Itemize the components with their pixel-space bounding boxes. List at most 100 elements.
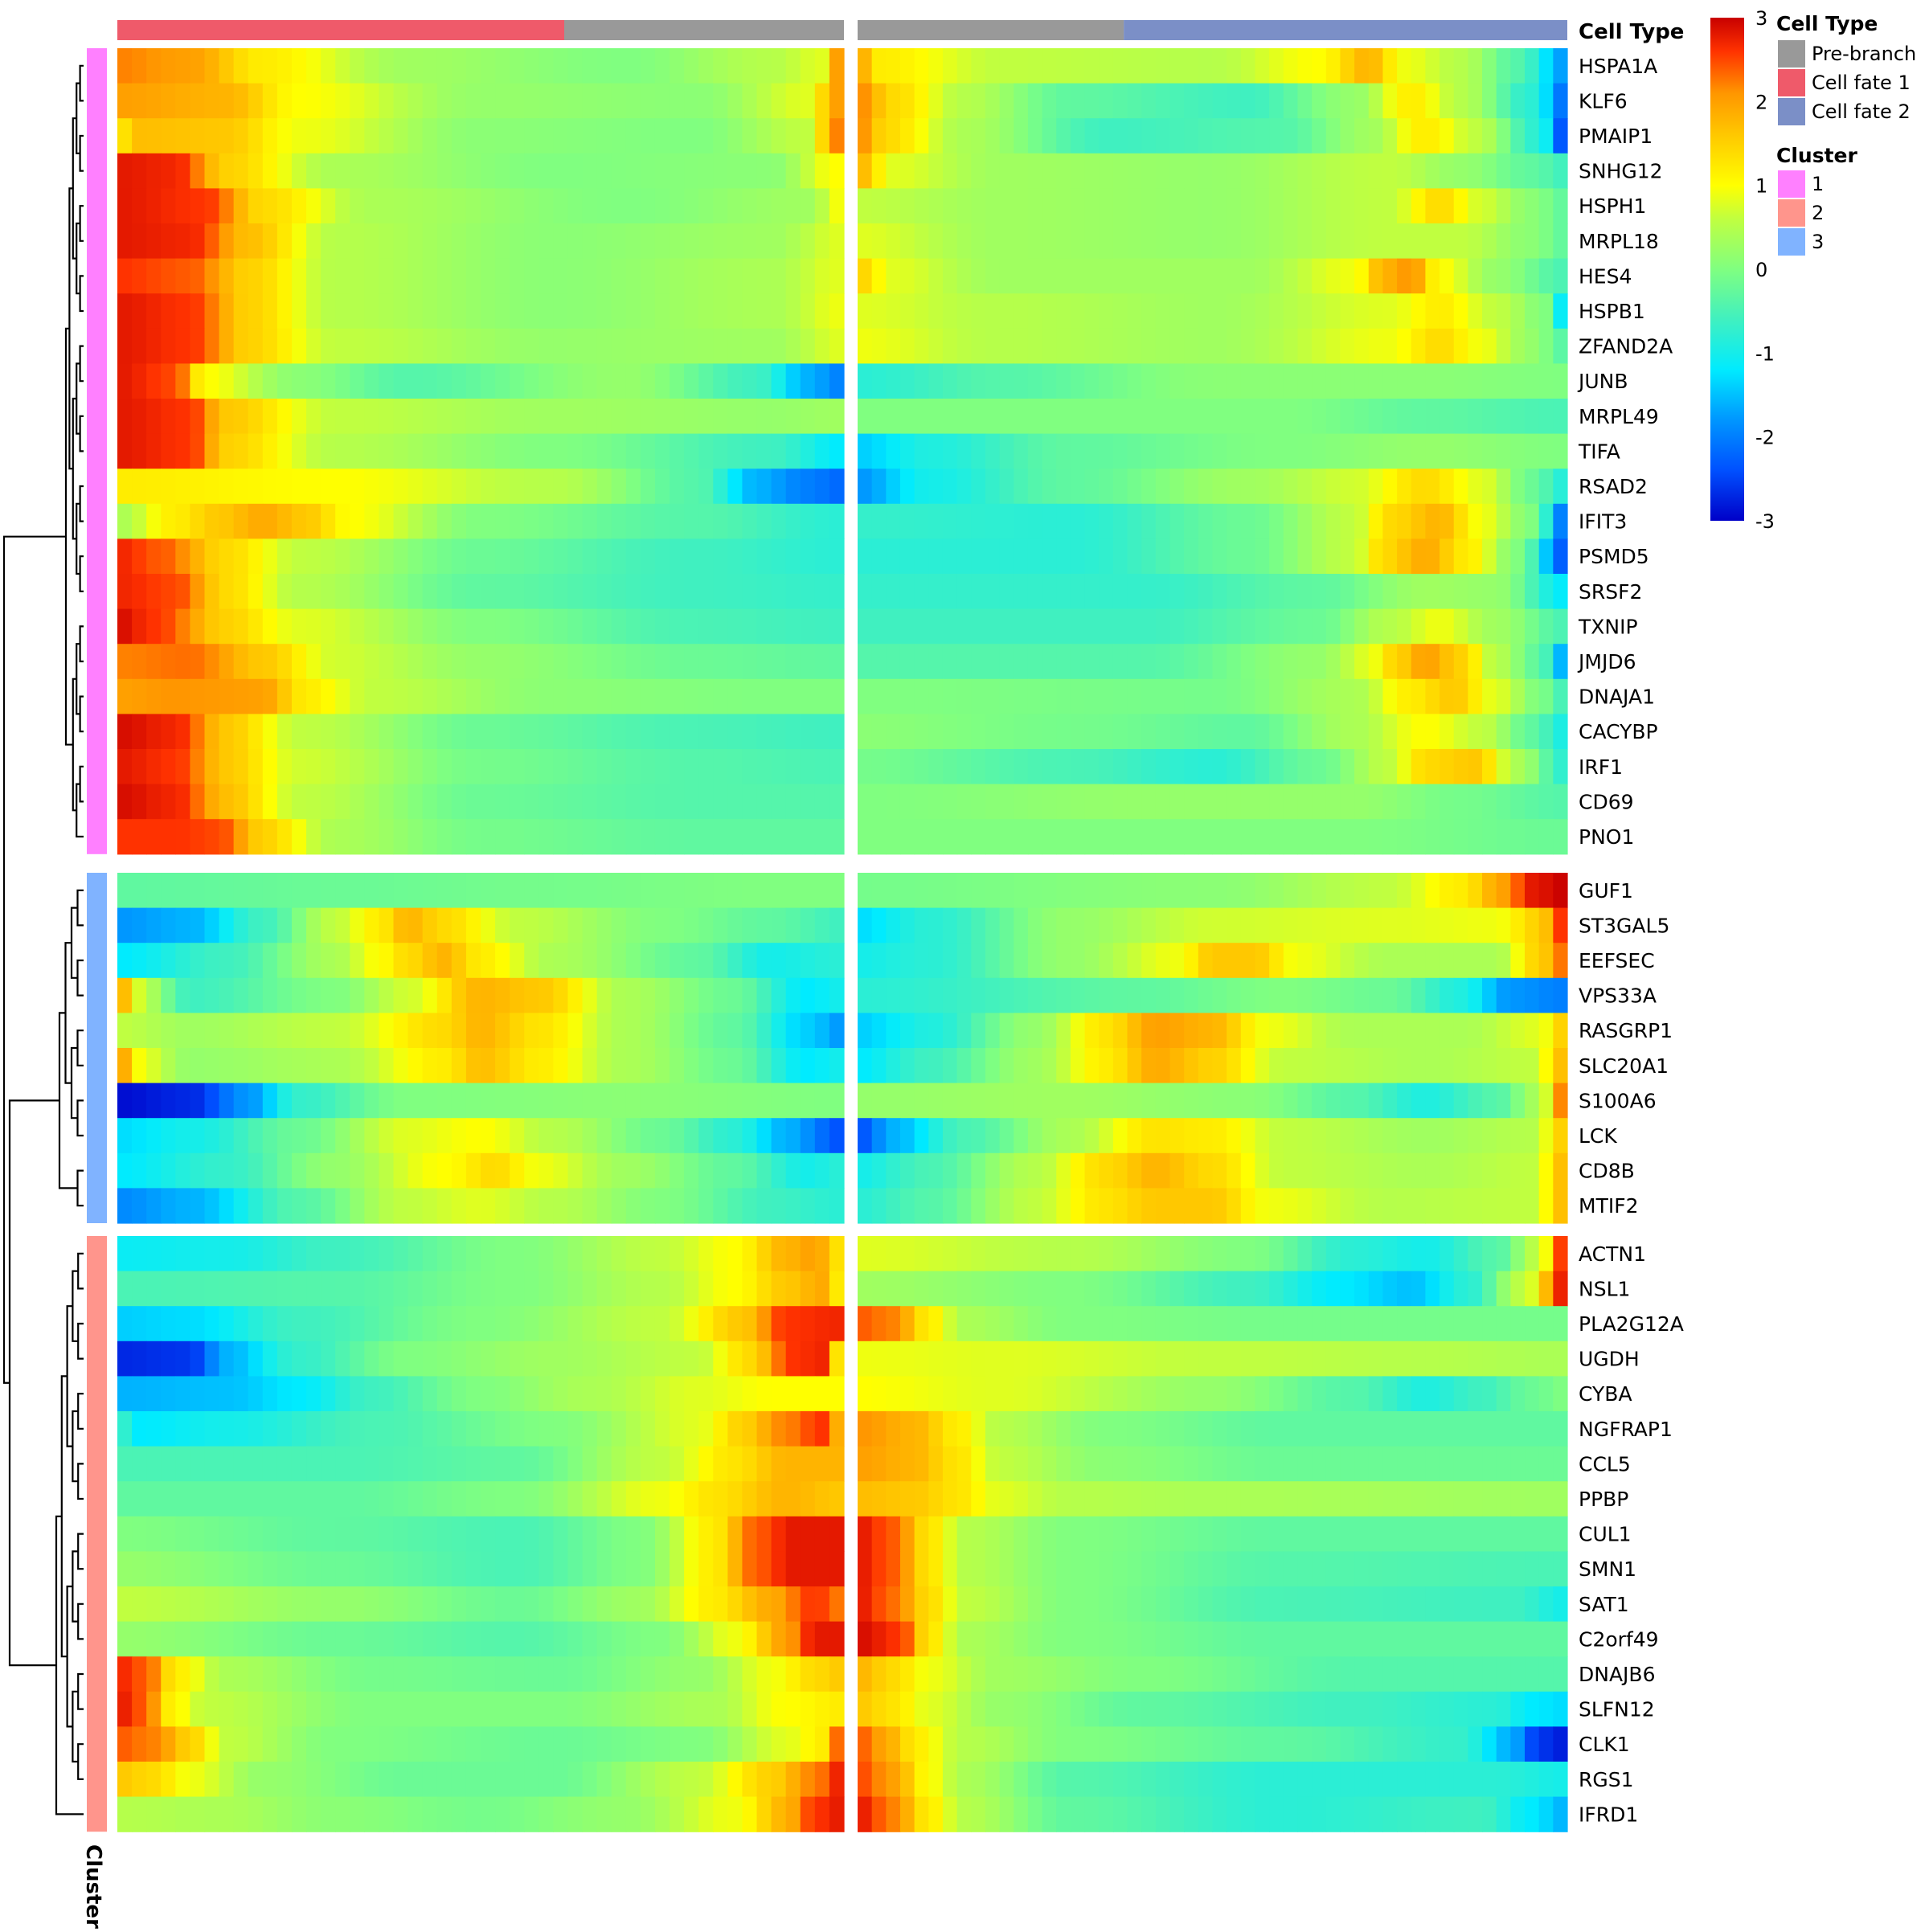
- heatmap-cell: [1027, 118, 1043, 154]
- heatmap-cell: [1227, 1118, 1242, 1154]
- heatmap-cell: [276, 223, 293, 260]
- heatmap-cell: [539, 749, 554, 785]
- heatmap-cell: [408, 1411, 424, 1447]
- heatmap-cell: [291, 258, 307, 294]
- heatmap-cell: [654, 873, 670, 909]
- heatmap-cell: [553, 1013, 569, 1049]
- heatmap-cell: [524, 1236, 539, 1272]
- heatmap-cell: [1538, 1271, 1554, 1307]
- heatmap-cell: [1312, 1656, 1327, 1693]
- heatmap-cell: [727, 1621, 743, 1657]
- heatmap-cell: [1510, 943, 1526, 979]
- heatmap-cell: [408, 1306, 424, 1342]
- heatmap-cell: [785, 1446, 801, 1482]
- heatmap-cell: [1553, 644, 1568, 680]
- heatmap-cell: [1155, 1691, 1171, 1727]
- heatmap-cell: [698, 1516, 714, 1552]
- heatmap-cell: [684, 1152, 699, 1189]
- heatmap-cell: [524, 223, 539, 260]
- heatmap-cell: [321, 48, 336, 84]
- heatmap-cell: [335, 1083, 350, 1119]
- heatmap-cell: [1027, 907, 1043, 943]
- heatmap-cell: [771, 258, 787, 294]
- heatmap-cell: [829, 1656, 845, 1693]
- heatmap-cell: [1283, 819, 1299, 855]
- heatmap-cell: [436, 1586, 453, 1623]
- heatmap-cell: [1084, 1188, 1100, 1224]
- heatmap-cell: [771, 1446, 787, 1482]
- heatmap-cell: [1453, 1481, 1468, 1517]
- heatmap-cell: [814, 1188, 830, 1224]
- heatmap-cell: [117, 1762, 133, 1798]
- heatmap-cell: [132, 1306, 147, 1342]
- heatmap-cell: [1453, 714, 1468, 750]
- heatmap-cell: [625, 1152, 641, 1189]
- heatmap-cell: [1482, 1481, 1497, 1517]
- heatmap-cell: [625, 293, 641, 330]
- heatmap-cell: [117, 48, 133, 84]
- heatmap-cell: [1354, 907, 1370, 943]
- heatmap-cell: [611, 538, 627, 575]
- heatmap-cell: [999, 1586, 1014, 1623]
- heatmap-cell: [233, 83, 249, 119]
- heatmap-cell: [291, 1656, 307, 1693]
- heatmap-cell: [971, 538, 986, 575]
- heatmap-cell: [1184, 469, 1199, 505]
- heatmap-cell: [146, 223, 162, 260]
- heatmap-cell: [495, 749, 510, 785]
- heatmap-cell: [1070, 258, 1086, 294]
- heatmap-cell: [871, 678, 887, 714]
- heatmap-cell: [233, 328, 249, 364]
- heatmap-cell: [985, 433, 1001, 469]
- heatmap-cell: [1127, 1118, 1142, 1154]
- heatmap-cell: [971, 328, 986, 364]
- heatmap-cell: [364, 153, 380, 189]
- heatmap-cell: [942, 328, 958, 364]
- dendrogram-branch: [70, 1046, 78, 1119]
- heatmap-cell: [942, 678, 958, 714]
- heatmap-cell: [1198, 1656, 1214, 1693]
- heatmap-cell: [175, 118, 190, 154]
- heatmap-cell: [379, 1118, 395, 1154]
- heatmap-cell: [567, 223, 584, 260]
- heatmap-cell: [1056, 678, 1071, 714]
- heatmap-cell: [1553, 1516, 1568, 1552]
- heatmap-cell: [1283, 977, 1299, 1013]
- heatmap-cell: [291, 469, 307, 505]
- dendrogram-branch: [70, 907, 78, 979]
- heatmap-cell: [899, 1271, 915, 1307]
- heatmap-cell: [1297, 608, 1313, 645]
- heatmap-cell: [886, 153, 901, 189]
- heatmap-cell: [1382, 1341, 1398, 1377]
- heatmap-cell: [1553, 714, 1568, 750]
- heatmap-cell: [1482, 538, 1497, 575]
- heatmap-cell: [321, 538, 336, 575]
- heatmap-cell: [1496, 538, 1511, 575]
- heatmap-cell: [727, 1411, 743, 1447]
- heatmap-cell: [814, 644, 830, 680]
- dendrogram-branch: [79, 64, 84, 102]
- heatmap-cell: [524, 1376, 539, 1412]
- heatmap-cell: [785, 1013, 801, 1049]
- heatmap-cell: [1169, 784, 1185, 820]
- heatmap-cell: [625, 714, 641, 750]
- heatmap-cell: [654, 223, 670, 260]
- heatmap-cell: [1099, 678, 1114, 714]
- heatmap-cell: [350, 1083, 365, 1119]
- heatmap-cell: [1014, 503, 1029, 539]
- heatmap-cell: [640, 1726, 656, 1762]
- heatmap-cell: [306, 678, 322, 714]
- heatmap-cell: [1042, 1376, 1057, 1412]
- heatmap-cell: [999, 1013, 1014, 1049]
- heatmap-cell: [553, 678, 569, 714]
- heatmap-cell: [886, 1341, 901, 1377]
- heatmap-cell: [436, 1621, 453, 1657]
- heatmap-cell: [465, 1188, 481, 1224]
- heatmap-cell: [262, 749, 278, 785]
- heatmap-cell: [422, 363, 438, 399]
- heatmap-cell: [713, 714, 728, 750]
- heatmap-cell: [364, 118, 380, 154]
- heatmap-cell: [1325, 433, 1341, 469]
- heatmap-cell: [971, 1446, 986, 1482]
- heatmap-cell: [800, 1586, 816, 1623]
